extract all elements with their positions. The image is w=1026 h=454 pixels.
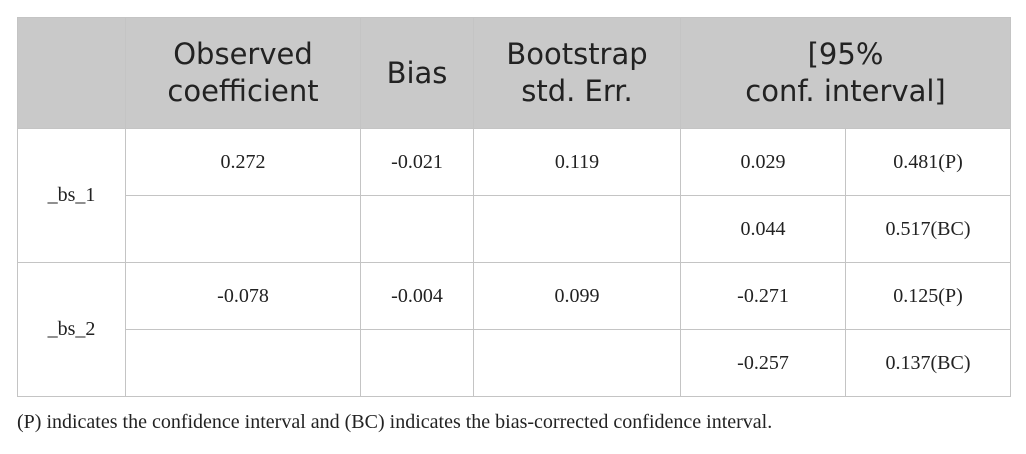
empty-cell: [473, 329, 681, 397]
header-cell: Bias: [360, 17, 474, 129]
ci-cell: 0.137(BC): [844, 329, 1012, 397]
cell: -0.078: [125, 262, 361, 330]
header-line: Bias: [386, 55, 448, 90]
header-line: coefficient: [167, 74, 319, 108]
ci-cell: -0.257: [680, 329, 846, 397]
header-row: Observed coefficient Bias Bootstrap std. Err…: [17, 17, 1012, 129]
row: -0.257 0.137(BC): [18, 329, 1012, 397]
ci-cell: 0.481(P): [844, 128, 1012, 196]
cell: -0.021: [360, 128, 474, 196]
table-body: _bs_1 0.272 -0.021 0.119 0.029 0.481(P) 0.044 0…: [17, 128, 1012, 397]
table-wrap: Observed coefficient Bias Bootstrap std. Err…: [17, 17, 1012, 397]
empty-cell: [360, 195, 474, 263]
corner: [17, 17, 126, 129]
table: Observed coefficient Bias Bootstrap std. Err…: [17, 17, 1012, 397]
empty-cell: [473, 195, 681, 263]
ci-cell: 0.044: [680, 195, 846, 263]
header-line: conf. interval]: [745, 74, 946, 108]
header-line: std. Err.: [521, 74, 633, 108]
row: _bs_2 -0.078 -0.004 0.099 -0.271 0.125(P): [17, 262, 1012, 397]
ci-cell: 0.029: [680, 128, 846, 196]
header-line: Bootstrap: [506, 37, 648, 71]
row-label: _bs_1: [17, 128, 126, 263]
header-line: Observed: [173, 37, 313, 71]
header-cell: Observed coefficient: [125, 17, 361, 129]
ci-cell: -0.271: [680, 262, 846, 330]
empty-cell: [360, 329, 474, 397]
footnote: (P) indicates the confidence interval an…: [17, 411, 773, 433]
header-cell: [95% conf. interval]: [679, 17, 1012, 129]
row-label: _bs_2: [17, 262, 126, 397]
empty-cell: [125, 195, 361, 263]
cell: 0.272: [125, 128, 361, 196]
header-cell: Bootstrap std. Err.: [473, 17, 681, 129]
header-line: [95%: [807, 37, 884, 71]
ci-cell: 0.125(P): [844, 262, 1012, 330]
row: 0.044 0.517(BC): [18, 195, 1012, 263]
cell: -0.004: [360, 262, 474, 330]
cell: 0.119: [473, 128, 681, 196]
empty-cell: [125, 329, 361, 397]
row: _bs_1 0.272 -0.021 0.119 0.029 0.481(P): [17, 128, 1012, 263]
cell: 0.099: [473, 262, 681, 330]
ci-cell: 0.517(BC): [844, 195, 1012, 263]
